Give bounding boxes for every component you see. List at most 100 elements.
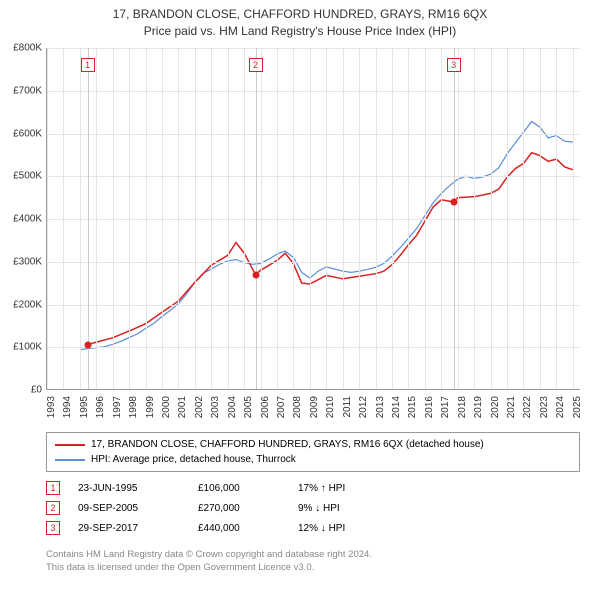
sale-marker-box: 3	[447, 58, 461, 72]
x-tick-label: 1993	[46, 396, 57, 426]
sales-diff: 17% ↑ HPI	[298, 483, 398, 494]
sales-table: 1 23-JUN-1995£106,00017% ↑ HPI 2 09-SEP-200…	[46, 478, 398, 538]
x-gridline	[573, 48, 574, 389]
sales-date: 09-SEP-2005	[78, 503, 198, 514]
sales-date: 29-SEP-2017	[78, 523, 198, 534]
x-tick-label: 2000	[161, 396, 172, 426]
x-gridline	[556, 48, 557, 389]
x-gridline	[211, 48, 212, 389]
x-tick-label: 2001	[177, 396, 188, 426]
y-tick-label: £300K	[2, 256, 42, 267]
x-tick-label: 2017	[440, 396, 451, 426]
x-tick-label: 1994	[62, 396, 73, 426]
x-gridline	[80, 48, 81, 389]
sales-price: £270,000	[198, 503, 298, 514]
x-tick-label: 2005	[243, 396, 254, 426]
y-tick-label: £200K	[2, 299, 42, 310]
sale-marker-line	[454, 48, 455, 389]
x-tick-label: 2012	[358, 396, 369, 426]
x-gridline	[408, 48, 409, 389]
attribution: Contains HM Land Registry data © Crown c…	[46, 548, 372, 575]
sales-price: £106,000	[198, 483, 298, 494]
x-tick-label: 2011	[342, 396, 353, 426]
x-gridline	[474, 48, 475, 389]
y-tick-label: £100K	[2, 342, 42, 353]
y-gridline	[47, 176, 580, 177]
legend-label: 17, BRANDON CLOSE, CHAFFORD HUNDRED, GRA…	[91, 437, 484, 452]
y-tick-label: £600K	[2, 128, 42, 139]
y-gridline	[47, 262, 580, 263]
x-tick-label: 2007	[276, 396, 287, 426]
y-tick-label: £500K	[2, 171, 42, 182]
sales-diff: 12% ↓ HPI	[298, 523, 398, 534]
x-tick-label: 2020	[490, 396, 501, 426]
x-tick-label: 2010	[325, 396, 336, 426]
sales-marker: 3	[46, 521, 60, 535]
x-gridline	[523, 48, 524, 389]
title-line-1: 17, BRANDON CLOSE, CHAFFORD HUNDRED, GRA…	[0, 6, 600, 23]
x-gridline	[162, 48, 163, 389]
legend-swatch	[55, 444, 85, 446]
x-gridline	[47, 48, 48, 389]
x-tick-label: 2008	[292, 396, 303, 426]
y-gridline	[47, 347, 580, 348]
sale-marker-line	[256, 48, 257, 389]
chart-container: 17, BRANDON CLOSE, CHAFFORD HUNDRED, GRA…	[0, 0, 600, 590]
x-gridline	[491, 48, 492, 389]
x-tick-label: 1998	[128, 396, 139, 426]
x-gridline	[244, 48, 245, 389]
sale-marker-box: 2	[249, 58, 263, 72]
x-tick-label: 2019	[473, 396, 484, 426]
y-tick-label: £800K	[2, 43, 42, 54]
sales-price: £440,000	[198, 523, 298, 534]
attribution-line-2: This data is licensed under the Open Gov…	[46, 561, 372, 574]
x-gridline	[392, 48, 393, 389]
x-gridline	[507, 48, 508, 389]
x-tick-label: 1999	[145, 396, 156, 426]
x-gridline	[310, 48, 311, 389]
x-tick-label: 2024	[555, 396, 566, 426]
sale-data-point	[450, 198, 457, 205]
x-tick-label: 2016	[424, 396, 435, 426]
x-tick-label: 2018	[457, 396, 468, 426]
y-gridline	[47, 219, 580, 220]
x-gridline	[146, 48, 147, 389]
y-tick-label: £700K	[2, 85, 42, 96]
series-line-price_paid	[88, 153, 573, 345]
x-gridline	[113, 48, 114, 389]
x-gridline	[129, 48, 130, 389]
sale-marker-line	[88, 48, 89, 389]
x-gridline	[277, 48, 278, 389]
x-gridline	[178, 48, 179, 389]
x-gridline	[96, 48, 97, 389]
x-tick-label: 2006	[260, 396, 271, 426]
y-gridline	[47, 91, 580, 92]
x-gridline	[261, 48, 262, 389]
sales-table-row: 3 29-SEP-2017£440,00012% ↓ HPI	[46, 518, 398, 538]
sale-data-point	[84, 341, 91, 348]
sale-marker-box: 1	[81, 58, 95, 72]
legend-box: 17, BRANDON CLOSE, CHAFFORD HUNDRED, GRA…	[46, 432, 580, 472]
x-tick-label: 2014	[391, 396, 402, 426]
x-tick-label: 1997	[112, 396, 123, 426]
sales-marker: 1	[46, 481, 60, 495]
x-gridline	[441, 48, 442, 389]
plot-area: 1 2 3	[46, 48, 580, 390]
legend-item: HPI: Average price, detached house, Thur…	[55, 452, 571, 467]
sales-marker: 2	[46, 501, 60, 515]
y-gridline	[47, 134, 580, 135]
y-tick-label: £0	[2, 385, 42, 396]
sales-diff: 9% ↓ HPI	[298, 503, 398, 514]
y-tick-label: £400K	[2, 214, 42, 225]
x-tick-label: 1995	[79, 396, 90, 426]
x-tick-label: 2009	[309, 396, 320, 426]
x-gridline	[376, 48, 377, 389]
sales-date: 23-JUN-1995	[78, 483, 198, 494]
title-line-2: Price paid vs. HM Land Registry's House …	[0, 23, 600, 40]
x-tick-label: 2021	[506, 396, 517, 426]
x-gridline	[458, 48, 459, 389]
legend-swatch	[55, 459, 85, 461]
x-gridline	[293, 48, 294, 389]
x-gridline	[359, 48, 360, 389]
x-gridline	[228, 48, 229, 389]
